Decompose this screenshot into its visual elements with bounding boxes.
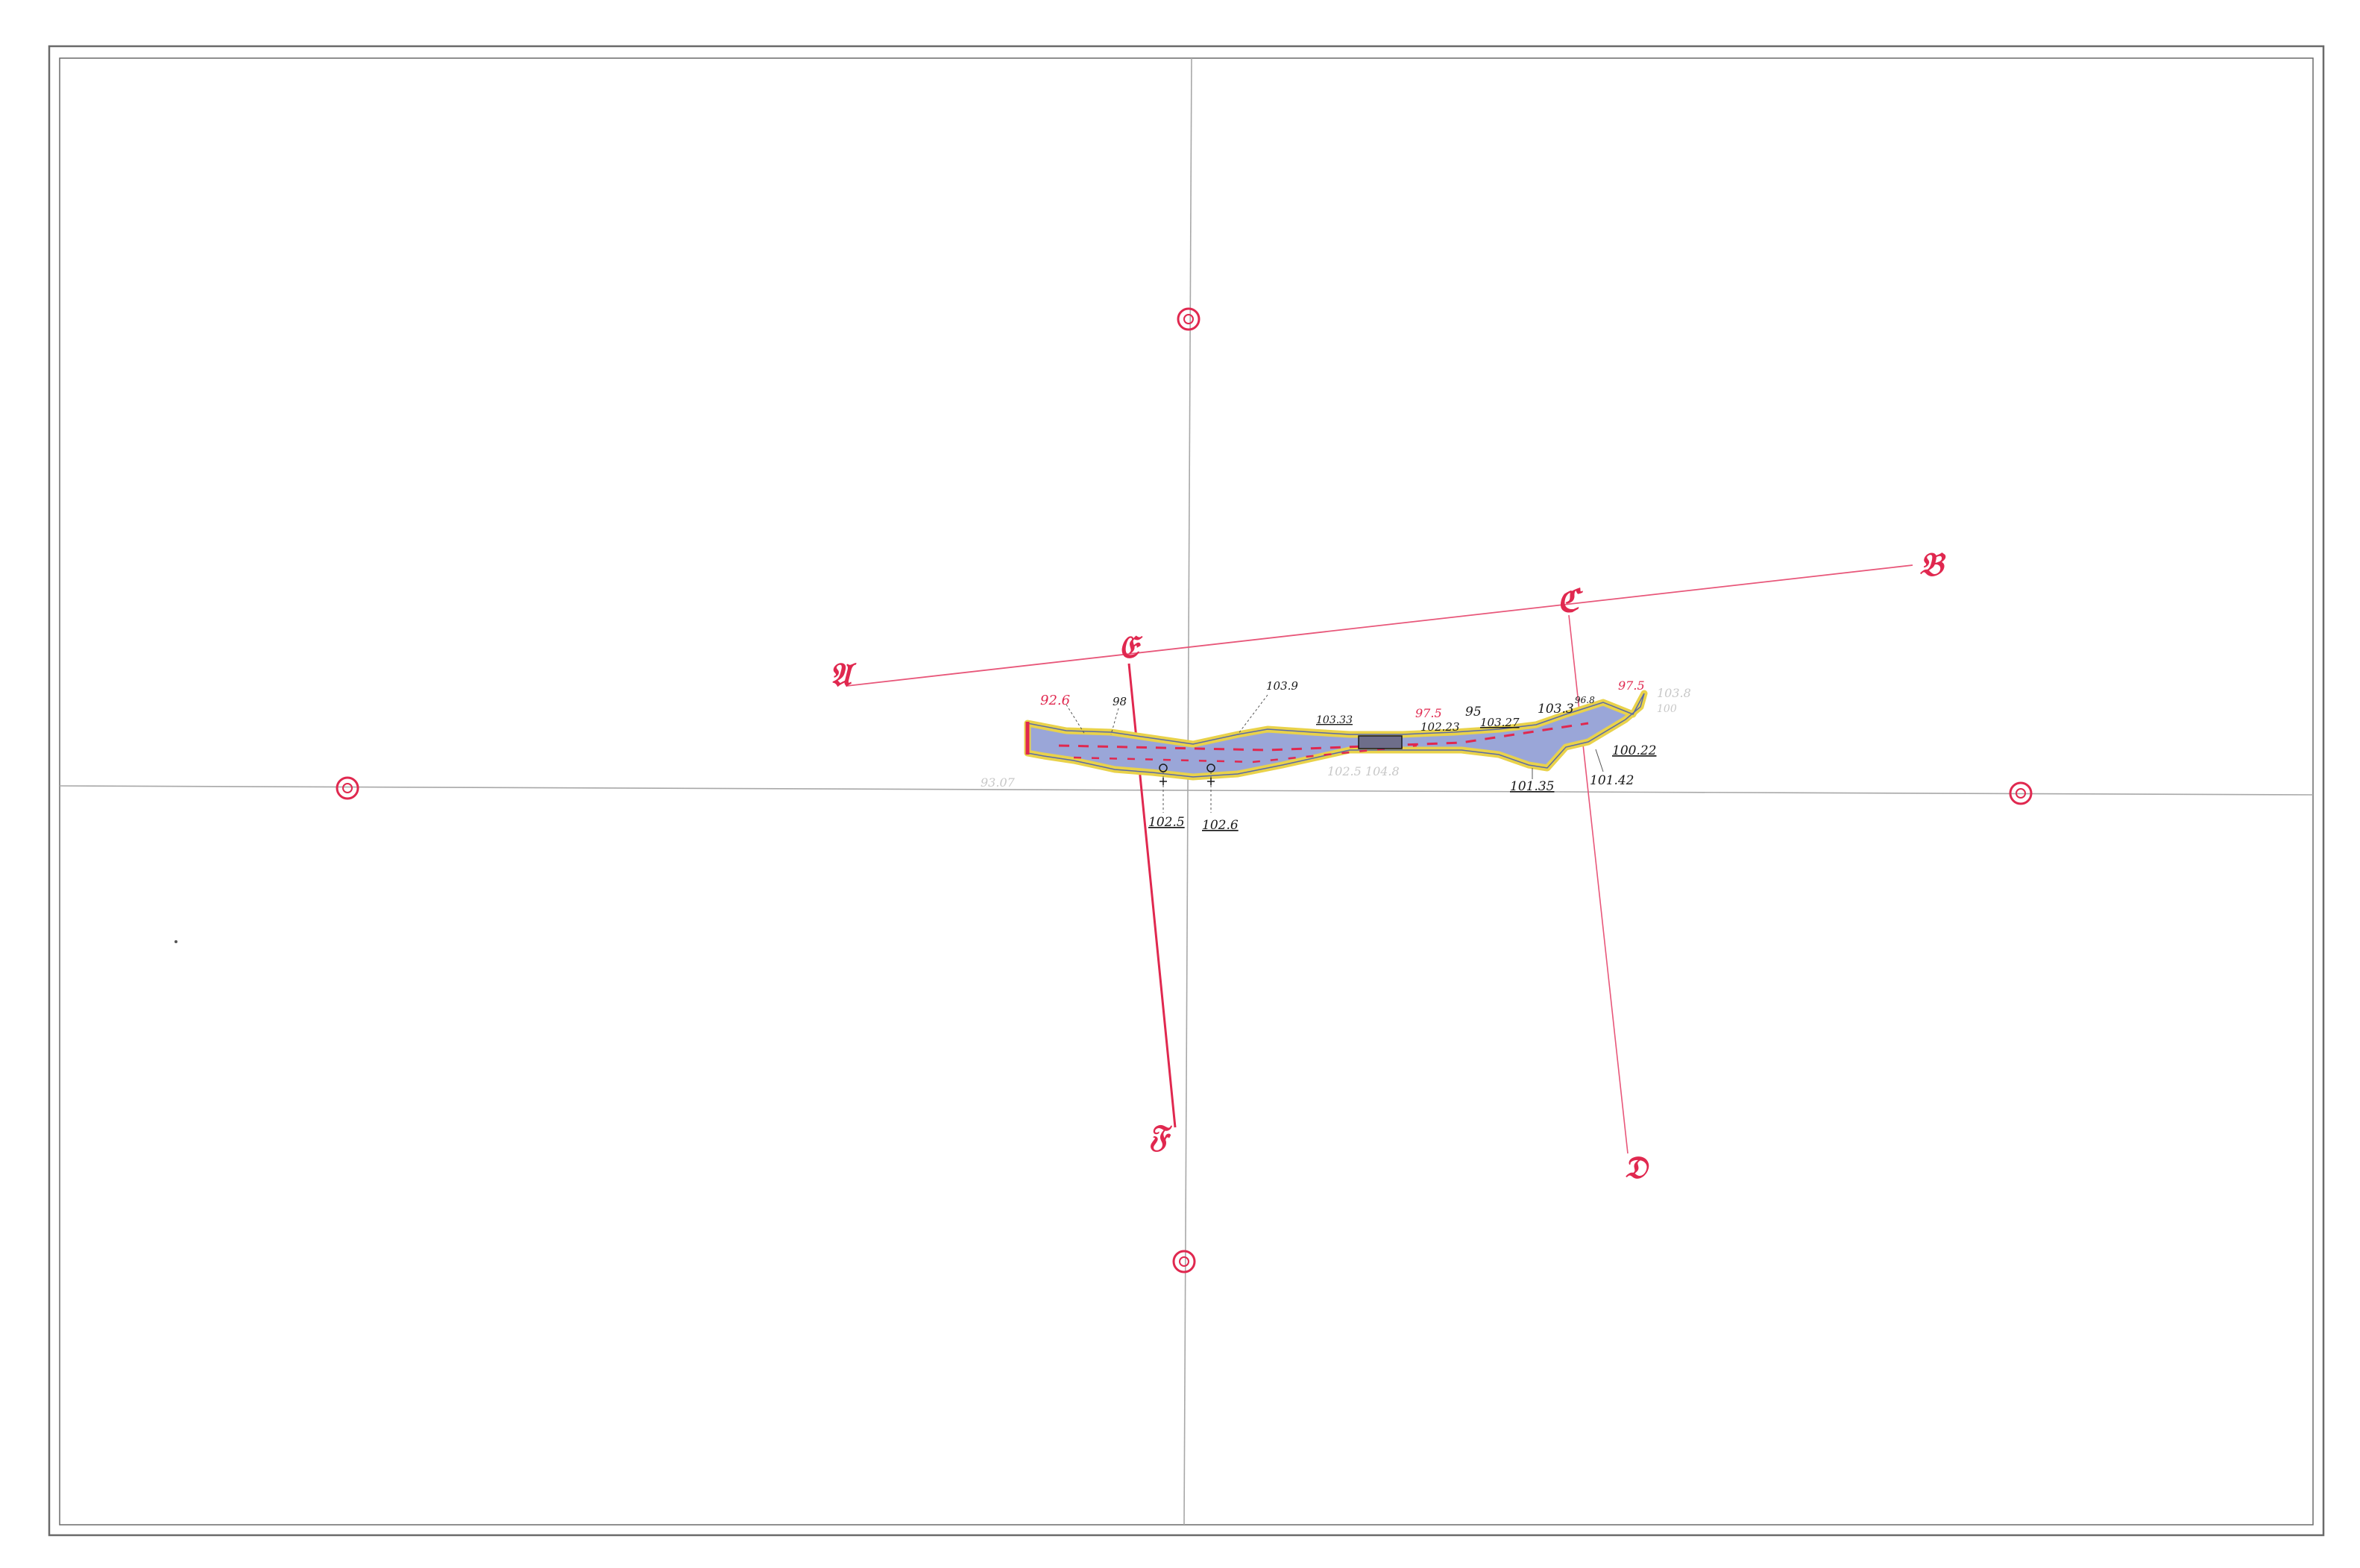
grid-marker-top <box>1177 307 1201 331</box>
elevation-98: 98 <box>1113 695 1127 708</box>
stray-dot <box>174 940 177 943</box>
elevation-103-9: 103.9 <box>1266 679 1298 693</box>
elevation-103-33: 103.33 <box>1316 714 1353 726</box>
cave-water-dashes-lower <box>1073 744 1417 763</box>
leader-98 <box>1110 708 1119 735</box>
elevation-103-27: 103.27 <box>1480 716 1520 729</box>
section-letter-b: 𝔅 <box>1919 546 1946 584</box>
grid-line-horizontal <box>59 785 2314 796</box>
elevation-97-5-left: 97.5 <box>1415 706 1442 720</box>
outer-frame <box>48 45 2325 1537</box>
hatched-block <box>1358 735 1403 749</box>
grid-marker-right <box>2009 781 2033 805</box>
faint-note-left: 93.07 <box>981 775 1016 790</box>
elevation-95: 95 <box>1465 705 1482 720</box>
cave-passage <box>1024 690 1648 781</box>
elevation-101-35: 101.35 <box>1510 779 1554 794</box>
inner-frame <box>59 57 2314 1526</box>
grid-marker-left <box>336 776 359 800</box>
elevation-97-5-right: 97.5 <box>1618 678 1645 693</box>
elevation-102-5: 102.5 <box>1148 815 1185 830</box>
leader-92-6 <box>1066 704 1086 735</box>
elevation-102-6: 102.6 <box>1202 818 1239 833</box>
faint-note-mid: 102.5 104.8 <box>1327 764 1400 778</box>
section-line-a-b <box>846 564 1913 687</box>
grid-marker-bottom <box>1172 1250 1196 1273</box>
leader-101-42 <box>1595 749 1604 772</box>
faint-note-below: 100 <box>1657 703 1677 715</box>
cross-tick-1 <box>1159 778 1167 785</box>
elevation-92-6: 92.6 <box>1040 693 1070 708</box>
elevation-102-23: 102.23 <box>1420 720 1460 734</box>
elevation-103-3: 103.3 <box>1538 702 1574 717</box>
section-line-c-d <box>1568 614 1629 1154</box>
cross-tick-2 <box>1207 778 1215 785</box>
faint-note-right: 103.8 <box>1657 686 1691 700</box>
elevation-101-42: 101.42 <box>1590 773 1634 788</box>
cave-passage-line <box>1027 693 1645 778</box>
elevation-100-22: 100.22 <box>1612 743 1656 758</box>
section-letter-c: ℭ <box>1557 582 1583 619</box>
grid-line-vertical <box>1183 57 1192 1526</box>
cave-water-dashes <box>1058 722 1589 752</box>
section-letter-d: 𝔇 <box>1624 1149 1649 1186</box>
leader-103-9 <box>1237 694 1268 735</box>
elevation-96-8: 96.8 <box>1575 695 1595 705</box>
